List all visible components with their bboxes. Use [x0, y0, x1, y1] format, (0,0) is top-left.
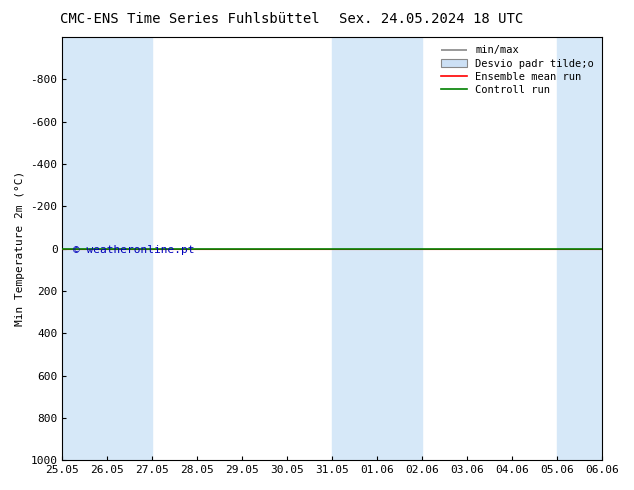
Bar	[62, 37, 107, 460]
Bar	[332, 37, 377, 460]
Y-axis label: Min Temperature 2m (°C): Min Temperature 2m (°C)	[15, 171, 25, 326]
Legend: min/max, Desvio padr tilde;o, Ensemble mean run, Controll run: min/max, Desvio padr tilde;o, Ensemble m…	[437, 42, 597, 98]
Text: CMC-ENS Time Series Fuhlsbüttel: CMC-ENS Time Series Fuhlsbüttel	[60, 12, 320, 26]
Text: © weatheronline.pt: © weatheronline.pt	[73, 245, 195, 255]
Bar	[377, 37, 422, 460]
Bar	[107, 37, 152, 460]
Bar	[557, 37, 602, 460]
Text: Sex. 24.05.2024 18 UTC: Sex. 24.05.2024 18 UTC	[339, 12, 523, 26]
